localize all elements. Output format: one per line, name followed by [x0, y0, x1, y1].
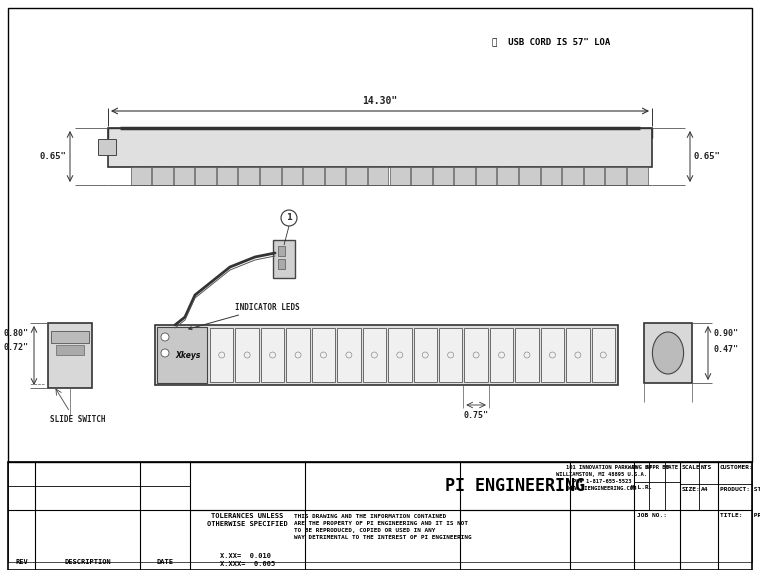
Bar [644, 323, 692, 383]
Text: TITLE:   PRODUCT DETAIL DRAWING: TITLE: PRODUCT DETAIL DRAWING [720, 513, 760, 518]
Bar [413, 328, 437, 382]
Bar [439, 328, 462, 382]
Text: 0.47": 0.47" [714, 344, 739, 353]
Text: M.L.R.: M.L.R. [630, 485, 653, 490]
Bar [584, 167, 604, 185]
Text: 101 INNOVATION PARKWAY
WILLIAMSTON, MI 48895 U.S.A.
PH# 1-817-655-5523
WWW.PIENG: 101 INNOVATION PARKWAY WILLIAMSTON, MI 4… [556, 465, 648, 491]
Text: SCALE:: SCALE: [682, 465, 705, 470]
Text: INDICATOR LEDS: INDICATOR LEDS [188, 303, 299, 329]
Text: DATE: DATE [157, 559, 173, 565]
Text: 0.72": 0.72" [3, 343, 28, 352]
Bar [273, 240, 295, 278]
Bar [363, 328, 386, 382]
Circle shape [161, 349, 169, 357]
Bar [312, 328, 335, 382]
Text: 0.90": 0.90" [714, 328, 739, 337]
Bar [347, 167, 367, 185]
Text: X.XX=  0.010
X.XXX=  0.005: X.XX= 0.010 X.XXX= 0.005 [220, 552, 275, 567]
Bar [540, 167, 561, 185]
Bar [278, 246, 285, 256]
Bar [98, 139, 116, 155]
Text: A4: A4 [701, 487, 708, 492]
Bar [389, 167, 410, 185]
Bar [562, 167, 583, 185]
Text: SLIDE SWITCH: SLIDE SWITCH [50, 416, 106, 425]
Bar [236, 328, 259, 382]
Bar [325, 167, 345, 185]
Text: PRODUCT: STICK KEY XK-16: PRODUCT: STICK KEY XK-16 [720, 487, 760, 492]
Text: 0.65": 0.65" [694, 152, 721, 161]
Text: CUSTOMER:: CUSTOMER: [720, 465, 754, 470]
Bar [239, 167, 259, 185]
Bar [155, 325, 618, 385]
Bar [287, 328, 310, 382]
Bar [108, 128, 652, 167]
Text: APPR BY: APPR BY [646, 465, 668, 470]
Bar [282, 167, 302, 185]
Bar [515, 328, 539, 382]
Bar [388, 328, 411, 382]
Bar [605, 167, 626, 185]
Text: JOB NO.:: JOB NO.: [637, 513, 667, 518]
Ellipse shape [652, 332, 683, 374]
Bar [591, 328, 615, 382]
Text: PI ENGINEERING: PI ENGINEERING [445, 477, 585, 495]
Text: Xkeys: Xkeys [176, 351, 201, 360]
Bar [131, 167, 151, 185]
Text: DESCRIPTION: DESCRIPTION [64, 559, 111, 565]
Bar [476, 167, 496, 185]
Bar [261, 328, 284, 382]
Bar [217, 167, 237, 185]
Circle shape [161, 333, 169, 341]
Bar [278, 259, 285, 269]
Bar [303, 167, 324, 185]
Text: 0.75": 0.75" [464, 411, 489, 420]
Text: DATE: DATE [666, 465, 679, 470]
Bar [210, 328, 233, 382]
Text: 1: 1 [286, 214, 292, 222]
Bar [260, 167, 280, 185]
Bar [489, 328, 513, 382]
Bar [174, 167, 195, 185]
Bar [464, 328, 488, 382]
Bar [195, 167, 216, 185]
Bar [540, 328, 564, 382]
Bar [411, 167, 432, 185]
Bar [337, 328, 361, 382]
Text: 0.80": 0.80" [3, 328, 28, 337]
Bar [454, 167, 475, 185]
Bar [157, 327, 207, 383]
Bar [432, 167, 453, 185]
Bar [519, 167, 540, 185]
Text: REV: REV [15, 559, 28, 565]
Bar [51, 331, 89, 343]
Text: THIS DRAWING AND THE INFORMATION CONTAINED
ARE THE PROPERTY OF PI ENGINEERING AN: THIS DRAWING AND THE INFORMATION CONTAIN… [293, 514, 471, 540]
Text: 0.65": 0.65" [39, 152, 66, 161]
Bar [56, 345, 84, 355]
Bar [8, 8, 752, 462]
Text: ⓘ  USB CORD IS 57" LOA: ⓘ USB CORD IS 57" LOA [492, 38, 610, 47]
Text: 14.30": 14.30" [363, 96, 397, 106]
Text: DWG BY: DWG BY [632, 465, 651, 470]
Text: SIZE:: SIZE: [682, 487, 701, 492]
Bar [8, 462, 752, 570]
Bar [566, 328, 590, 382]
Bar [152, 167, 173, 185]
Text: NTS: NTS [701, 465, 712, 470]
Bar [368, 167, 388, 185]
Bar [497, 167, 518, 185]
Bar [48, 323, 92, 388]
Bar [627, 167, 648, 185]
Text: TOLERANCES UNLESS
OTHERWISE SPECIFIED: TOLERANCES UNLESS OTHERWISE SPECIFIED [207, 513, 288, 527]
